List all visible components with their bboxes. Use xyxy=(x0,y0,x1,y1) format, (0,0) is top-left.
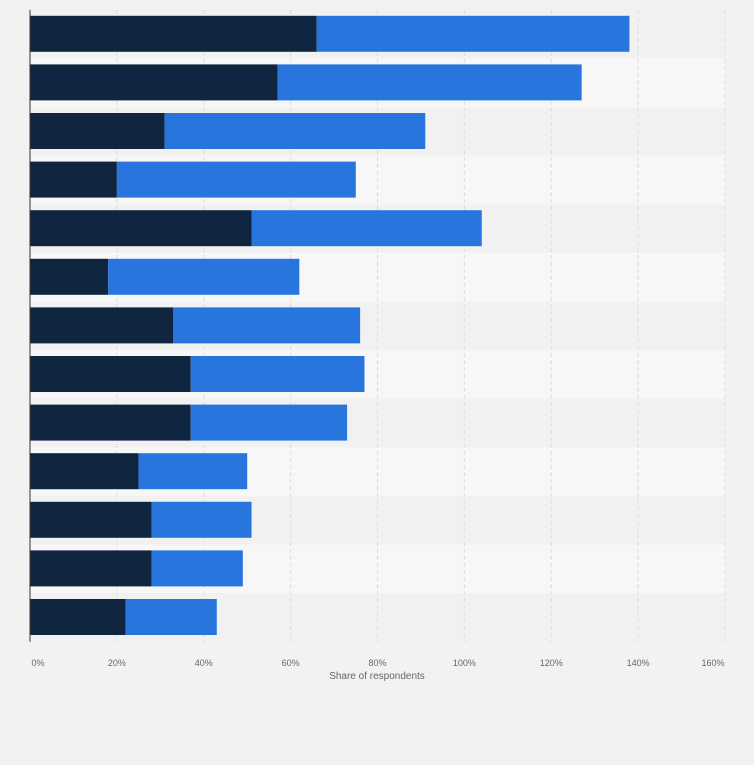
x-tick-label: 140% xyxy=(627,658,650,668)
bar-series-2 xyxy=(138,453,248,490)
bar-series-1 xyxy=(30,307,174,344)
x-tick-label: 160% xyxy=(701,658,724,668)
bar-series-1 xyxy=(30,210,252,247)
bar-series-2 xyxy=(125,599,217,635)
bar-series-1 xyxy=(30,258,109,295)
x-axis: 0% 20% 40% 60% 80% 100% 120% 140% 160% xyxy=(29,10,725,668)
bar-series-2 xyxy=(190,356,365,392)
bar-series-1 xyxy=(30,64,278,101)
bar-series-1 xyxy=(30,404,191,441)
bar-series-1 xyxy=(30,453,139,490)
bar-series-2 xyxy=(251,210,482,247)
bar-series-2 xyxy=(151,501,252,538)
x-tick-label: 120% xyxy=(540,658,563,668)
bar-series-1 xyxy=(30,599,126,635)
bar-series-2 xyxy=(190,404,348,441)
bar-series-2 xyxy=(173,307,361,344)
bar-series-2 xyxy=(151,550,243,587)
bar-series-2 xyxy=(277,64,582,101)
bar-series-2 xyxy=(108,258,300,295)
x-tick-label: 0% xyxy=(31,658,44,668)
bar-series-1 xyxy=(30,501,152,538)
bar-series-2 xyxy=(164,113,426,149)
x-tick-label: 60% xyxy=(282,658,300,668)
x-axis-title: Share of respondents xyxy=(329,671,425,682)
bar-series-1 xyxy=(30,113,165,149)
x-tick-label: 40% xyxy=(195,658,213,668)
bar-series-2 xyxy=(116,161,356,198)
x-tick-label: 100% xyxy=(453,658,476,668)
bar-series-1 xyxy=(30,15,317,52)
bar-series-1 xyxy=(30,356,191,392)
bars xyxy=(30,15,630,635)
bar-series-1 xyxy=(30,161,117,198)
bar-series-1 xyxy=(30,550,152,587)
x-tick-label: 20% xyxy=(108,658,126,668)
bar-series-2 xyxy=(316,15,630,52)
x-tick-label: 80% xyxy=(368,658,386,668)
